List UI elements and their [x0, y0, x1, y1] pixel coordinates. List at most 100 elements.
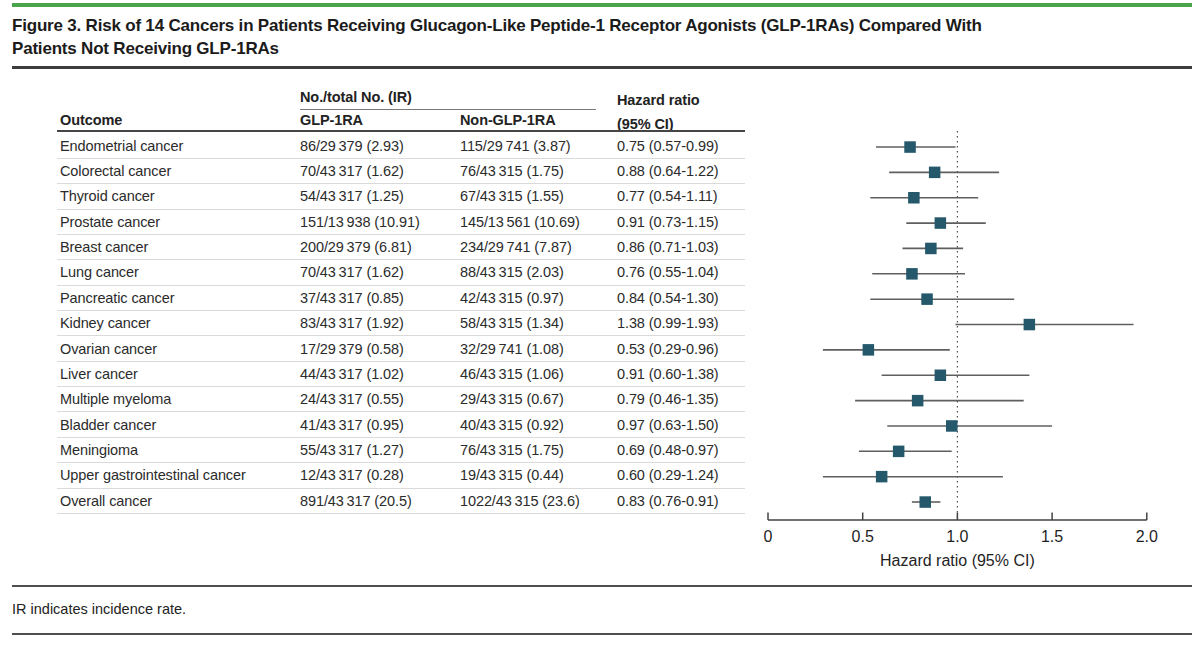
- hazard-ratio-cell: 0.69 (0.48-0.97): [617, 442, 719, 458]
- hr-marker: [1024, 319, 1036, 331]
- table-body: Endometrial cancer 86/29 379 (2.93) 115/29…: [57, 134, 745, 514]
- table-row: Breast cancer200/29 379 (6.81)234/29 741…: [57, 235, 745, 260]
- glp1ra-cell: 200/29 379 (6.81): [300, 239, 412, 255]
- non-glp1ra-cell: 76/43 315 (1.75): [460, 163, 564, 179]
- footnote-divider-top: [12, 585, 1192, 587]
- outcome-cell: Endometrial cancer: [60, 138, 183, 154]
- hr-marker: [908, 192, 920, 204]
- non-glp1ra-cell: 67/43 315 (1.55): [460, 188, 564, 204]
- outcome-cell: Breast cancer: [60, 239, 148, 255]
- figure-panel: Figure 3. Risk of 14 Cancers in Patients…: [0, 0, 1200, 645]
- glp1ra-cell: 12/43 317 (0.28): [300, 467, 404, 483]
- forest-plot-svg: 0 0.5 1.0 1.5 2.0 Hazard ratio (95% CI): [750, 131, 1190, 571]
- hazard-ratio-cell: 0.91 (0.73-1.15): [617, 214, 719, 230]
- hazard-ratio-cell: 1.38 (0.99-1.93): [617, 315, 719, 331]
- glp1ra-cell: 44/43 317 (1.02): [300, 366, 404, 382]
- forest-row: [870, 293, 1014, 305]
- table-row: Bladder cancer 41/43 317 (0.95) 40/43 315 …: [57, 412, 745, 437]
- glp1ra-cell: 86/29 379 (2.93): [300, 138, 404, 154]
- x-tick-label: 0: [764, 528, 773, 545]
- table-row: Multiple myeloma 24/43 317 (0.55) 29/43 31…: [57, 387, 745, 412]
- outcome-cell: Bladder cancer: [60, 417, 156, 433]
- non-glp1ra-cell: 29/43 315 (0.67): [460, 391, 564, 407]
- column-header-non-glp1ra: Non-GLP-1RA: [460, 112, 556, 128]
- hazard-ratio-cell: 0.83 (0.76-0.91): [617, 493, 719, 509]
- x-tick-label: 0.5: [852, 528, 874, 545]
- hr-marker: [946, 420, 958, 432]
- non-glp1ra-cell: 42/43 315 (0.97): [460, 290, 564, 306]
- forest-row: [903, 243, 964, 255]
- forest-row: [887, 420, 1052, 432]
- footnote: IR indicates incidence rate.: [12, 601, 186, 617]
- table-row: Lung cancer 70/43 317 (1.62) 88/43 315 (2.…: [57, 260, 745, 285]
- column-header-outcome: Outcome: [60, 112, 122, 128]
- glp1ra-cell: 41/43 317 (0.95): [300, 417, 404, 433]
- column-header-hazard-ratio-line2: (95% CI): [617, 113, 700, 137]
- figure-title: Figure 3. Risk of 14 Cancers in Patients…: [12, 14, 1062, 60]
- outcome-cell: Thyroid cancer: [60, 188, 155, 204]
- glp1ra-cell: 24/43 317 (0.55): [300, 391, 404, 407]
- glp1ra-cell: 37/43 317 (0.85): [300, 290, 404, 306]
- forest-row: [882, 370, 1030, 382]
- accent-bar: [12, 3, 1192, 7]
- non-glp1ra-cell: 46/43 315 (1.06): [460, 366, 564, 382]
- table-row: Thyroid cancer 54/43 317 (1.25) 67/43 315 …: [57, 184, 745, 209]
- forest-row: [906, 217, 986, 229]
- table-row: Prostate cancer151/13 938 (10.91)145/13 …: [57, 210, 745, 235]
- non-glp1ra-cell: 115/29 741 (3.87): [460, 138, 571, 154]
- hr-marker: [906, 268, 918, 280]
- table-row: Endometrial cancer 86/29 379 (2.93) 115/29…: [57, 134, 745, 159]
- outcome-cell: Meningioma: [60, 442, 138, 458]
- outcome-cell: Multiple myeloma: [60, 391, 171, 407]
- hr-marker: [935, 370, 947, 382]
- column-header-glp1ra: GLP-1RA: [300, 112, 363, 128]
- hazard-ratio-cell: 0.77 (0.54-1.11): [617, 188, 718, 204]
- hazard-ratio-cell: 0.88 (0.64-1.22): [617, 163, 719, 179]
- non-glp1ra-cell: 88/43 315 (2.03): [460, 264, 564, 280]
- table-header-divider: [57, 130, 745, 132]
- hr-marker: [925, 243, 937, 255]
- outcome-cell: Prostate cancer: [60, 214, 160, 230]
- figure-title-line1: Figure 3. Risk of 14 Cancers in Patients…: [12, 14, 1062, 37]
- forest-row: [823, 344, 950, 356]
- outcome-cell: Lung cancer: [60, 264, 139, 280]
- hazard-ratio-cell: 0.97 (0.63-1.50): [617, 417, 719, 433]
- hazard-ratio-cell: 0.86 (0.71-1.03): [617, 239, 719, 255]
- glp1ra-cell: 54/43 317 (1.25): [300, 188, 404, 204]
- glp1ra-cell: 17/29 379 (0.58): [300, 341, 404, 357]
- hr-marker: [912, 395, 924, 407]
- table-row: Kidney cancer83/43 317 (1.92)58/43 315 (…: [57, 311, 745, 336]
- hazard-ratio-cell: 0.53 (0.29-0.96): [617, 341, 719, 357]
- x-tick-label: 2.0: [1136, 528, 1158, 545]
- column-header-hazard-ratio: Hazard ratio (95% CI): [617, 89, 700, 136]
- glp1ra-cell: 891/43 317 (20.5): [300, 493, 412, 509]
- figure-title-line2: Patients Not Receiving GLP-1RAs: [12, 37, 1062, 60]
- x-tick-label: 1.5: [1041, 528, 1063, 545]
- column-header-hazard-ratio-line1: Hazard ratio: [617, 89, 700, 113]
- outcome-cell: Kidney cancer: [60, 315, 151, 331]
- hr-marker: [929, 167, 941, 179]
- hr-marker: [904, 141, 916, 153]
- non-glp1ra-cell: 76/43 315 (1.75): [460, 442, 564, 458]
- hr-marker: [920, 496, 932, 508]
- forest-row: [889, 167, 999, 179]
- forest-row: [876, 141, 956, 153]
- forest-row: [870, 192, 978, 204]
- table-row: Ovarian cancer17/29 379 (0.58)32/29 741 …: [57, 336, 745, 361]
- glp1ra-cell: 70/43 317 (1.62): [300, 163, 404, 179]
- hr-marker: [893, 446, 905, 458]
- forest-row: [855, 395, 1024, 407]
- non-glp1ra-cell: 19/43 315 (0.44): [460, 467, 564, 483]
- non-glp1ra-cell: 40/43 315 (0.92): [460, 417, 564, 433]
- table-row: Overall cancer891/43 317 (20.5)1022/43 3…: [57, 489, 745, 514]
- table-row: Colorectal cancer70/43 317 (1.62)76/43 3…: [57, 159, 745, 184]
- glp1ra-cell: 55/43 317 (1.27): [300, 442, 404, 458]
- x-axis-label: Hazard ratio (95% CI): [880, 552, 1035, 569]
- forest-row: [956, 319, 1134, 331]
- non-glp1ra-cell: 145/13 561 (10.69): [460, 214, 580, 230]
- x-tick-label: 1.0: [946, 528, 968, 545]
- glp1ra-cell: 83/43 317 (1.92): [300, 315, 404, 331]
- column-group-underline: [300, 109, 596, 111]
- column-group-header: No./total No. (IR): [300, 89, 412, 105]
- glp1ra-cell: 70/43 317 (1.62): [300, 264, 404, 280]
